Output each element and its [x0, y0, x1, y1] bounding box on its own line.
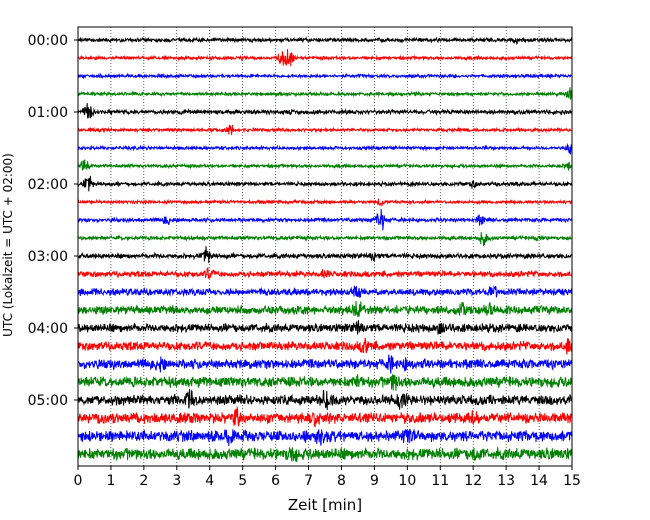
y-axis-ticks: 00:00 01:00 02:00 03:00 04:00 05:00	[28, 33, 78, 409]
trace-0215	[78, 198, 572, 207]
x-tick-label: 3	[172, 473, 181, 489]
x-tick-label: 9	[370, 473, 379, 489]
trace-0245	[78, 232, 572, 247]
trace-0200	[78, 175, 572, 192]
x-tick-label: 12	[464, 473, 482, 489]
trace-0045	[78, 87, 572, 100]
trace-0115	[78, 124, 572, 136]
x-tick-label: 10	[398, 473, 416, 489]
y-tick-label: 03:00	[28, 249, 68, 265]
x-tick-label: 1	[106, 473, 115, 489]
trace-0315	[78, 267, 572, 280]
x-tick-label: 14	[530, 473, 548, 489]
trace-0015	[78, 49, 572, 67]
minute-grid	[110, 27, 540, 466]
x-tick-label: 5	[238, 473, 247, 489]
trace-0145	[78, 159, 572, 171]
x-tick-label: 7	[304, 473, 313, 489]
trace-0500	[78, 388, 572, 410]
y-tick-label: 05:00	[28, 393, 68, 409]
trace-0230	[78, 208, 572, 231]
x-tick-label: 0	[74, 473, 83, 489]
x-tick-label: 6	[271, 473, 280, 489]
trace-0345	[78, 301, 572, 318]
y-tick-label: 02:00	[28, 177, 68, 193]
trace-0330	[78, 285, 572, 298]
x-tick-label: 11	[431, 473, 449, 489]
x-tick-label: 2	[139, 473, 148, 489]
trace-0030	[78, 72, 572, 80]
trace-0130	[78, 142, 572, 155]
trace-0000	[78, 36, 572, 46]
trace-0445	[78, 373, 572, 391]
x-axis-ticks: 0 1 2 3 4 5 6 7 8 9 10 11 12 13 14 15	[74, 466, 581, 489]
y-tick-label: 04:00	[28, 321, 68, 337]
trace-0400	[78, 320, 572, 335]
x-tick-label: 13	[497, 473, 515, 489]
trace-0530	[78, 428, 572, 447]
y-tick-label: 00:00	[28, 33, 68, 49]
plot-frame	[77, 26, 573, 467]
seismic-traces	[78, 36, 572, 463]
y-axis-label: UTC (Lokalzeit = UTC + 02:00)	[1, 153, 15, 337]
x-tick-label: 8	[337, 473, 346, 489]
trace-0415	[78, 337, 572, 355]
trace-0515	[78, 406, 572, 428]
trace-0300	[78, 246, 572, 264]
trace-0430	[78, 354, 572, 374]
trace-0545	[78, 447, 572, 463]
trace-0100	[78, 102, 572, 119]
x-tick-label: 15	[563, 473, 581, 489]
x-axis-label: Zeit [min]	[288, 496, 362, 514]
y-tick-label: 01:00	[28, 105, 68, 121]
x-tick-label: 4	[205, 473, 214, 489]
